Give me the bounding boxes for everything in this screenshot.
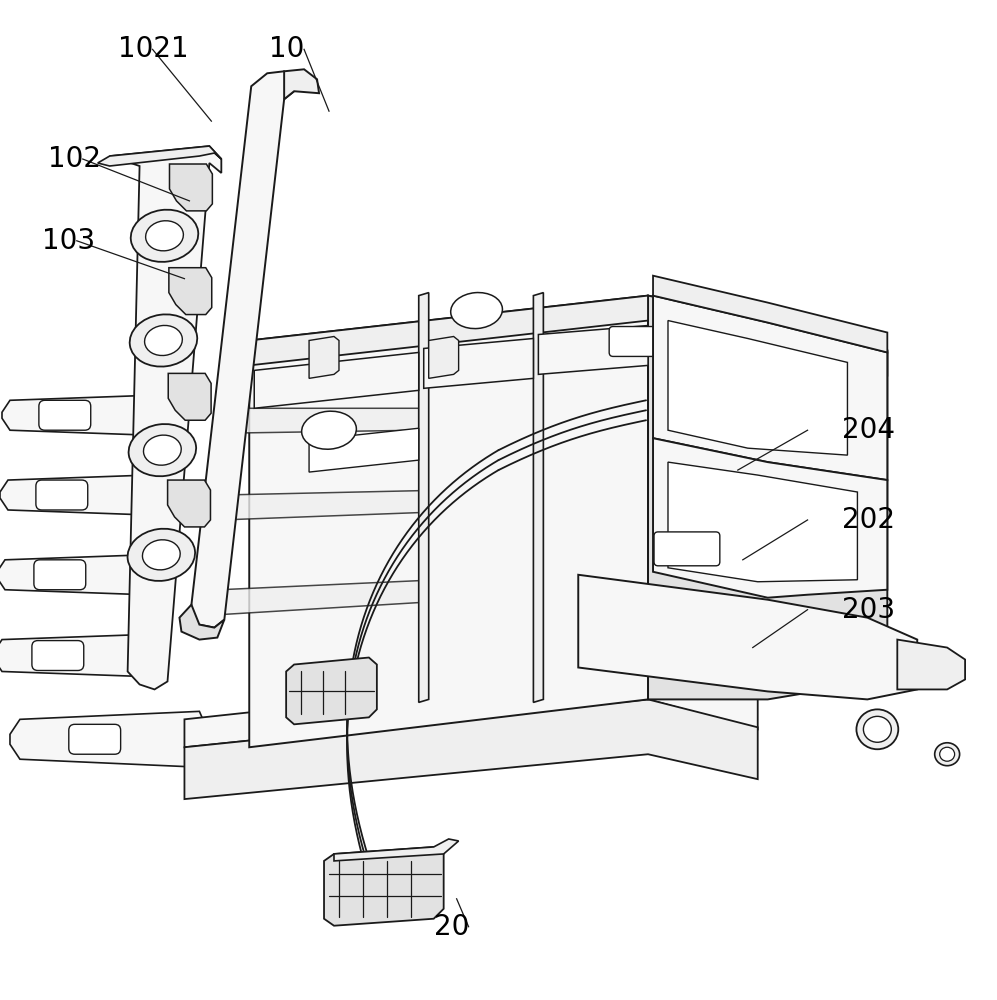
Polygon shape bbox=[0, 635, 150, 676]
Polygon shape bbox=[254, 352, 419, 408]
FancyBboxPatch shape bbox=[36, 480, 88, 510]
Polygon shape bbox=[222, 491, 419, 520]
Polygon shape bbox=[184, 669, 758, 747]
FancyBboxPatch shape bbox=[39, 400, 91, 430]
Polygon shape bbox=[168, 268, 211, 315]
Polygon shape bbox=[648, 296, 887, 699]
Ellipse shape bbox=[934, 743, 959, 766]
Polygon shape bbox=[653, 276, 887, 352]
Polygon shape bbox=[167, 480, 210, 527]
Polygon shape bbox=[668, 462, 857, 582]
Ellipse shape bbox=[128, 529, 195, 581]
Ellipse shape bbox=[130, 314, 197, 367]
Polygon shape bbox=[668, 321, 847, 455]
Text: 204: 204 bbox=[842, 416, 895, 444]
Polygon shape bbox=[224, 408, 419, 433]
Polygon shape bbox=[184, 699, 758, 799]
FancyBboxPatch shape bbox=[654, 532, 720, 566]
Polygon shape bbox=[538, 326, 648, 374]
Ellipse shape bbox=[131, 210, 198, 262]
Polygon shape bbox=[419, 293, 429, 702]
Polygon shape bbox=[249, 296, 887, 375]
Polygon shape bbox=[653, 438, 887, 598]
FancyBboxPatch shape bbox=[32, 641, 84, 670]
FancyBboxPatch shape bbox=[34, 560, 86, 590]
Polygon shape bbox=[429, 336, 459, 378]
Polygon shape bbox=[284, 69, 319, 99]
Polygon shape bbox=[334, 839, 459, 861]
Ellipse shape bbox=[145, 325, 182, 356]
Polygon shape bbox=[0, 555, 153, 595]
Text: 102: 102 bbox=[48, 145, 101, 173]
Polygon shape bbox=[2, 395, 158, 435]
Text: 10: 10 bbox=[269, 35, 304, 63]
Ellipse shape bbox=[146, 221, 183, 251]
FancyBboxPatch shape bbox=[609, 327, 672, 356]
Polygon shape bbox=[168, 373, 211, 420]
Text: 20: 20 bbox=[434, 913, 469, 941]
Polygon shape bbox=[189, 71, 294, 628]
Ellipse shape bbox=[939, 747, 954, 761]
Polygon shape bbox=[286, 658, 377, 724]
FancyBboxPatch shape bbox=[69, 724, 121, 754]
Polygon shape bbox=[179, 605, 224, 640]
Polygon shape bbox=[10, 711, 209, 767]
Ellipse shape bbox=[302, 411, 356, 449]
Polygon shape bbox=[169, 164, 212, 211]
Ellipse shape bbox=[451, 293, 502, 329]
Polygon shape bbox=[533, 293, 543, 702]
Ellipse shape bbox=[143, 540, 180, 570]
Polygon shape bbox=[98, 146, 221, 166]
Text: 203: 203 bbox=[842, 596, 895, 624]
Polygon shape bbox=[309, 336, 339, 378]
Polygon shape bbox=[249, 296, 648, 747]
Text: 1021: 1021 bbox=[118, 35, 188, 63]
Ellipse shape bbox=[863, 716, 891, 742]
Polygon shape bbox=[0, 475, 156, 515]
Polygon shape bbox=[309, 428, 419, 472]
Polygon shape bbox=[424, 338, 533, 388]
Text: 103: 103 bbox=[42, 227, 95, 255]
Text: 202: 202 bbox=[842, 506, 895, 534]
Polygon shape bbox=[110, 146, 221, 689]
Polygon shape bbox=[219, 581, 419, 615]
Ellipse shape bbox=[129, 424, 196, 476]
Polygon shape bbox=[653, 296, 887, 480]
Ellipse shape bbox=[856, 709, 898, 749]
Polygon shape bbox=[897, 640, 965, 689]
Ellipse shape bbox=[144, 435, 181, 465]
Polygon shape bbox=[578, 575, 917, 699]
Polygon shape bbox=[324, 847, 444, 926]
